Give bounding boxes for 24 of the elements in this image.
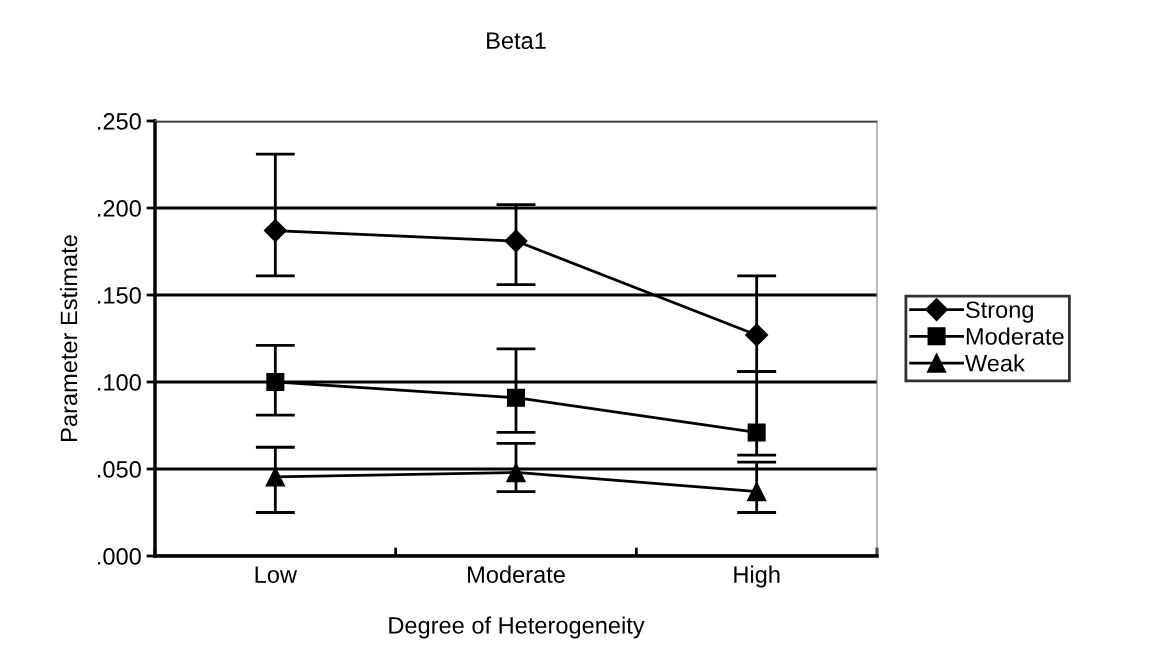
point bbox=[506, 462, 526, 483]
legend-label: Moderate bbox=[966, 327, 1064, 345]
y-tick-label: .150 bbox=[98, 287, 141, 304]
x-tick-label: Moderate bbox=[468, 565, 565, 583]
point bbox=[265, 467, 286, 487]
chart-title: Beta1 bbox=[487, 32, 546, 50]
y-tick-label: .000 bbox=[98, 548, 141, 565]
y-tick-label: .100 bbox=[98, 374, 141, 391]
point bbox=[506, 388, 526, 407]
point bbox=[504, 229, 528, 253]
point bbox=[266, 372, 285, 392]
y-tick-label: .200 bbox=[98, 200, 141, 217]
y-axis-title: Parameter Estimate bbox=[59, 235, 78, 441]
point bbox=[263, 219, 287, 243]
legend-label: Weak bbox=[965, 354, 1025, 372]
y-tick-label: .050 bbox=[98, 461, 141, 478]
x-axis-title: Degree of Heterogeneity bbox=[389, 616, 645, 639]
y-tick-label: .250 bbox=[98, 113, 141, 130]
legend-label: Strong bbox=[965, 301, 1033, 323]
x-tick-label: High bbox=[734, 565, 780, 588]
point bbox=[747, 423, 766, 442]
point bbox=[745, 323, 769, 347]
x-tick-label: Low bbox=[255, 566, 298, 583]
point bbox=[746, 481, 767, 502]
